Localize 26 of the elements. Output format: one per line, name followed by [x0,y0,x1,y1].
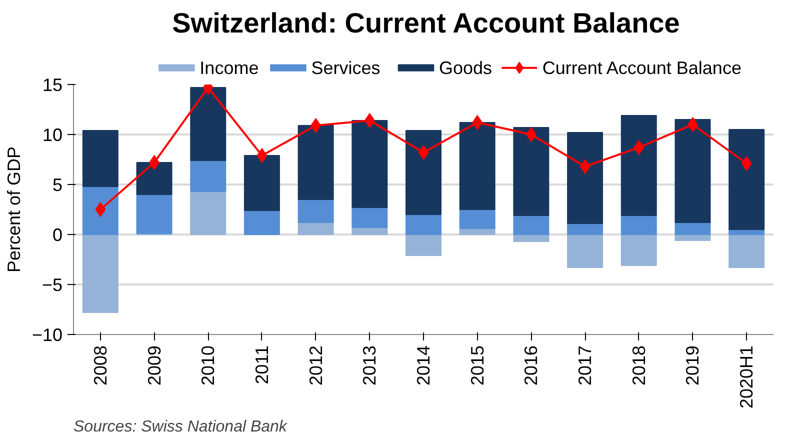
y-axis-title: Percent of GDP [4,146,24,273]
legend-label: Income [200,58,259,78]
y-tick-label: −10 [32,325,63,345]
x-tick-label: 2008 [90,345,110,386]
x-tick-label: 2012 [306,345,326,386]
y-tick-label: 0 [52,225,63,245]
y-tick-label: 10 [42,125,63,145]
x-tick-label: 2011 [252,345,272,384]
x-tick-label: 2014 [414,345,434,386]
x-tick-label: 2016 [521,345,542,386]
y-tick-label: 15 [42,75,63,95]
x-tick-label: 2018 [628,345,649,386]
source-note: Sources: Swiss National Bank [74,418,288,436]
x-tick-label: 2010 [198,345,218,386]
x-tick-label: 2019 [682,345,703,386]
x-tick-label: 2009 [144,345,164,386]
legend-label: Current Account Balance [542,58,742,78]
x-tick-label: 2020H1 [736,345,757,409]
y-tick-label: −5 [42,275,63,295]
legend-label: Goods [438,58,492,78]
x-tick-label: 2017 [575,345,596,386]
chart-title: Switzerland: Current Account Balance [172,8,680,38]
x-tick-label: 2015 [467,345,488,386]
x-tick-label: 2013 [360,345,380,386]
y-tick-label: 5 [52,175,63,195]
legend-label: Services [311,58,380,78]
